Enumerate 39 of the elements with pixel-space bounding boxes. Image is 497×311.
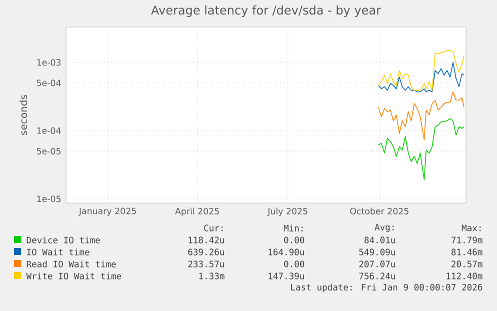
text: 118.42u — [188, 236, 224, 244]
text: Max: — [462, 224, 481, 232]
text: 164.90u — [268, 248, 304, 256]
line-series — [378, 91, 464, 140]
text: Cur: — [204, 224, 223, 232]
text: 112.40m — [446, 272, 482, 280]
x-tick-label: April 2025 — [175, 208, 219, 216]
y-tick-label: 5e-05 — [36, 148, 61, 154]
text: 207.07u — [359, 260, 395, 268]
text: 71.79m — [452, 236, 482, 244]
text: 147.39u — [268, 272, 304, 280]
y-tick-label: 5e-04 — [36, 80, 61, 86]
text: 233.57u — [188, 260, 224, 268]
legend-label: Write IO Wait time — [26, 272, 122, 280]
text: 20.57m — [452, 260, 482, 268]
y-tick-label: 1e-04 — [37, 127, 61, 134]
legend-label: IO Wait time — [27, 248, 90, 256]
y-tick-label: 1e-05 — [37, 196, 61, 202]
x-tick-label: July 2025 — [267, 208, 308, 216]
text: Min: — [284, 224, 303, 232]
text: 84.01u — [364, 236, 395, 244]
text: Last update: Fri Jan 9 00:00:07 2026 — [291, 284, 482, 292]
text: 549.09u — [359, 248, 395, 256]
legend-label: Device IO time — [26, 236, 100, 244]
text: 639.26u — [188, 248, 224, 256]
y-tick-label: 1e-03 — [37, 59, 61, 66]
line-series — [378, 62, 464, 92]
chart-title: Average latency for /dev/sda - by year — [151, 5, 381, 17]
legend-label: Read IO Wait time — [26, 260, 116, 268]
text: 1.33m — [199, 272, 224, 280]
y-axis-title: seconds — [19, 95, 28, 135]
text: 81.46m — [452, 248, 482, 256]
text: Avg: — [374, 224, 394, 232]
text: 0.00 — [284, 260, 304, 268]
line-series — [378, 118, 464, 180]
text: 756.24u — [359, 272, 395, 280]
x-tick-label: October 2025 — [350, 208, 408, 214]
x-tick-label: January 2025 — [78, 208, 136, 216]
text: 0.00 — [284, 236, 304, 244]
